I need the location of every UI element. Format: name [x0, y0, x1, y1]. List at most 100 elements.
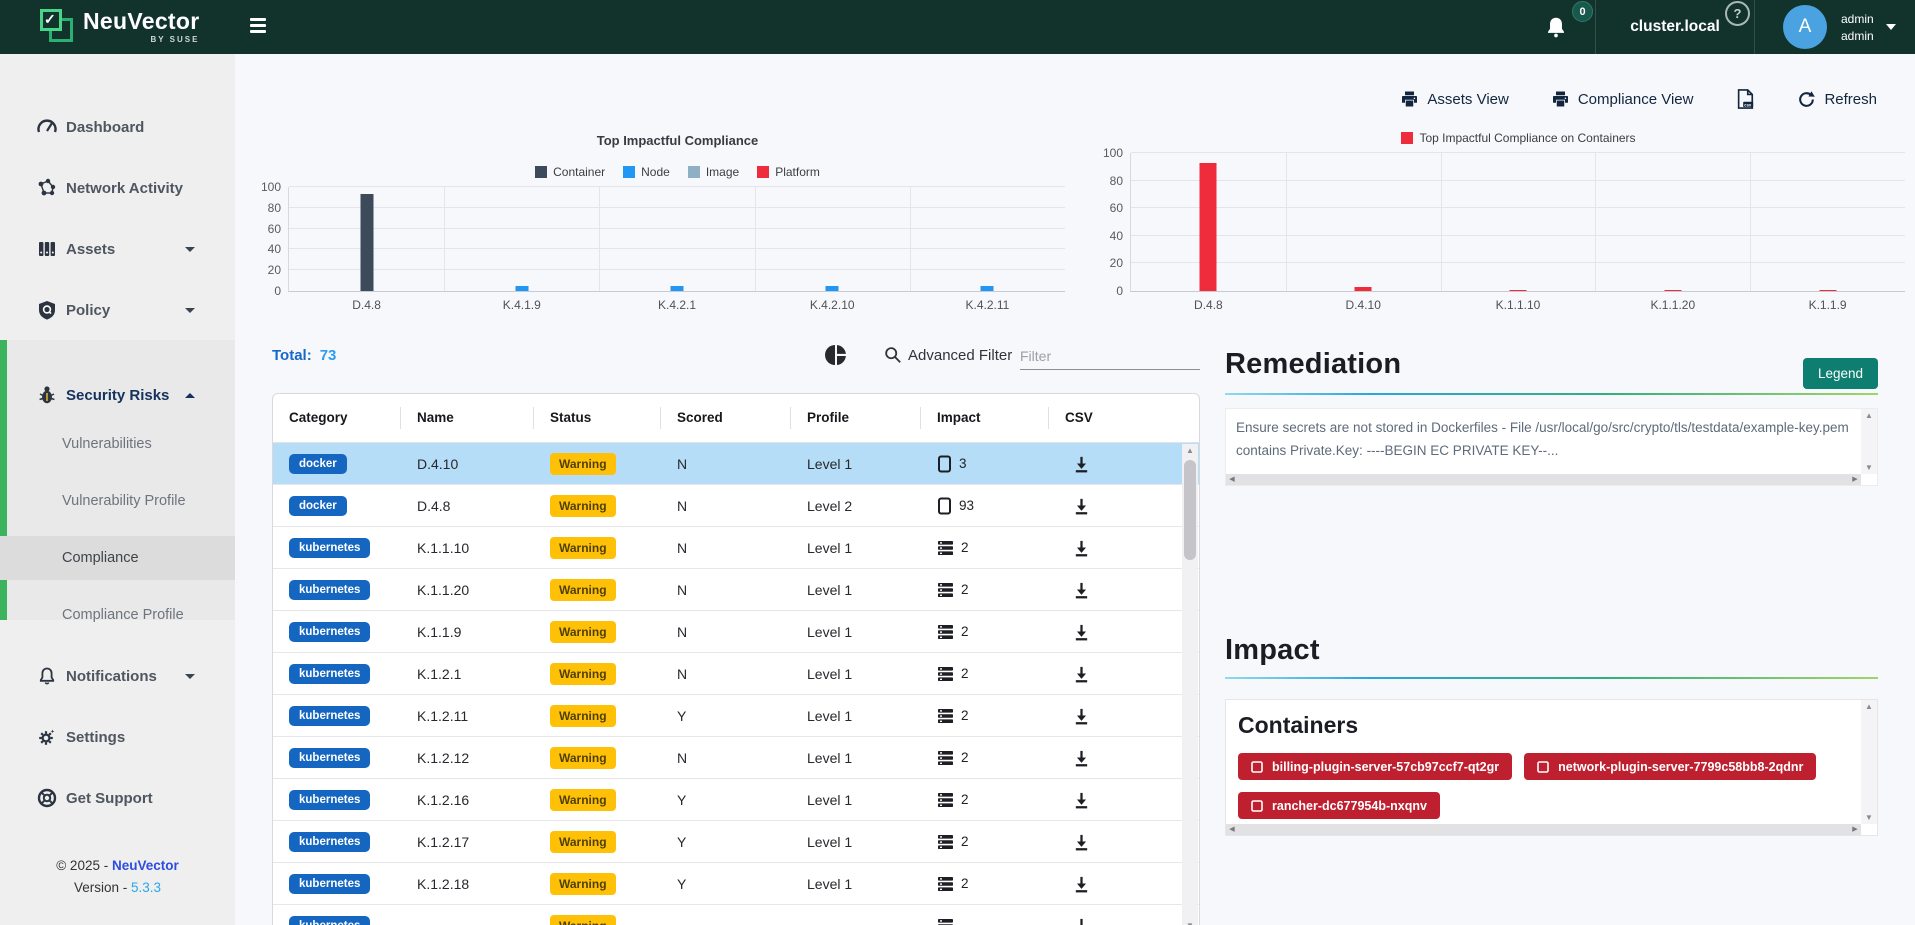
y-axis-tick-label: 100: [260, 180, 281, 194]
compliance-view-button[interactable]: Compliance View: [1551, 90, 1694, 108]
column-header-category[interactable]: Category: [273, 407, 401, 429]
assets-view-button[interactable]: Assets View: [1400, 90, 1509, 108]
sidebar-item-vulnerability-profile[interactable]: Vulnerability Profile: [0, 479, 235, 523]
scroll-left-arrow[interactable]: ◀: [1229, 826, 1235, 833]
download-csv-button[interactable]: [1073, 833, 1090, 851]
table-row[interactable]: kubernetes K.1.2.17 Warning Y Level 1 2: [273, 821, 1199, 863]
profile-cell: Level 1: [807, 749, 853, 766]
pie-chart-toggle-button[interactable]: [824, 343, 848, 372]
table-row[interactable]: kubernetes K.1.2.16 Warning Y Level 1 2: [273, 779, 1199, 821]
sidebar-item-settings[interactable]: Settings: [0, 713, 235, 761]
status-badge: Warning: [550, 578, 616, 601]
printer-icon: [1552, 91, 1568, 107]
sidebar-item-vulnerabilities[interactable]: Vulnerabilities: [0, 422, 235, 466]
scroll-down-arrow[interactable]: ▼: [1865, 463, 1873, 472]
legend-swatch: [535, 166, 548, 178]
scored-cell: N: [677, 497, 688, 514]
table-scrollbar[interactable]: ▲ ▼: [1182, 444, 1198, 925]
table-row[interactable]: docker D.4.10 Warning N Level 1 3: [273, 443, 1199, 485]
chart-gridline: [1131, 207, 1905, 209]
refresh-button[interactable]: Refresh: [1797, 90, 1877, 109]
notifications-bell[interactable]: 0: [1535, 0, 1595, 54]
hamburger-menu-icon[interactable]: [250, 18, 270, 35]
scroll-up-arrow[interactable]: ▲: [1865, 702, 1873, 711]
nodes-icon: [938, 792, 953, 807]
sidebar-item-label: Policy: [66, 301, 111, 319]
table-controls: Total: 73 Advanced Filter: [272, 340, 1200, 376]
scroll-up-arrow[interactable]: ▲: [1186, 446, 1194, 455]
containers-hscrollbar[interactable]: ◀ ▶: [1226, 824, 1861, 835]
scrollbar-thumb[interactable]: [1184, 460, 1196, 560]
neuvector-logo[interactable]: ✓ NeuVector BY SUSE: [40, 9, 199, 44]
scroll-right-arrow[interactable]: ▶: [1852, 826, 1858, 833]
version-link[interactable]: 5.3.3: [131, 880, 162, 895]
scroll-down-arrow[interactable]: ▼: [1182, 919, 1198, 925]
scroll-down-arrow[interactable]: ▼: [1865, 813, 1873, 822]
sidebar-item-get-support[interactable]: Get Support: [0, 774, 235, 822]
table-row[interactable]: kubernetes K.1.2.11 Warning Y Level 1 2: [273, 695, 1199, 737]
impacted-container-badge[interactable]: network-plugin-server-7799c58bb8-2qdnr: [1524, 753, 1817, 780]
compliance-view-label: Compliance View: [1577, 90, 1694, 108]
legend-button[interactable]: Legend: [1802, 358, 1878, 389]
csv-cell: [1049, 497, 1183, 515]
column-header-impact[interactable]: Impact: [921, 407, 1049, 429]
download-csv-button[interactable]: [1073, 875, 1090, 893]
user-menu[interactable]: A admin admin: [1755, 0, 1915, 54]
sidebar-item-notifications[interactable]: Notifications: [0, 652, 235, 700]
column-header-name[interactable]: Name: [401, 407, 534, 429]
category-badge: kubernetes: [289, 831, 371, 852]
column-header-profile[interactable]: Profile: [791, 407, 921, 429]
name-cell: K.1.1.10: [417, 539, 470, 556]
filter-input[interactable]: [1020, 342, 1200, 370]
export-csv-button[interactable]: csv: [1735, 88, 1755, 110]
sidebar-item-dashboard[interactable]: Dashboard: [0, 103, 235, 151]
download-csv-button[interactable]: [1073, 917, 1090, 925]
y-axis-tick-label: 40: [267, 242, 281, 257]
table-row[interactable]: docker D.4.8 Warning N Level 2 93: [273, 485, 1199, 527]
table-row[interactable]: kubernetes K.1.1.10 Warning N Level 1 2: [273, 527, 1199, 569]
sidebar-item-compliance[interactable]: Compliance: [0, 536, 235, 580]
download-csv-button[interactable]: [1073, 497, 1090, 515]
scroll-up-arrow[interactable]: ▲: [1865, 411, 1873, 420]
category-badge: kubernetes: [289, 705, 371, 726]
sidebar-item-compliance-profile[interactable]: Compliance Profile: [0, 593, 235, 637]
legend-item: Node: [623, 165, 670, 179]
refresh-icon: [1799, 90, 1816, 107]
scored-cell: Y: [677, 875, 687, 892]
sidebar-item-assets[interactable]: Assets: [0, 225, 235, 273]
download-csv-button[interactable]: [1073, 623, 1090, 641]
sidebar-item-label: Dashboard: [66, 118, 145, 136]
column-header-scored[interactable]: Scored: [661, 407, 791, 429]
chart-title: Top Impactful Compliance: [596, 133, 759, 148]
impacted-container-badge[interactable]: billing-plugin-server-57cb97ccf7-qt2gr: [1238, 753, 1513, 780]
download-csv-button[interactable]: [1073, 581, 1090, 599]
download-csv-button[interactable]: [1073, 665, 1090, 683]
table-row[interactable]: kubernetes K.1.2.1 Warning N Level 1 2: [273, 653, 1199, 695]
containers-vscrollbar[interactable]: ▲ ▼: [1861, 700, 1877, 824]
table-row[interactable]: kubernetes K.1.2.18 Warning Y Level 1 2: [273, 863, 1199, 905]
remediation-vscrollbar[interactable]: ▲ ▼: [1861, 409, 1877, 474]
neuvector-link[interactable]: NeuVector: [111, 858, 179, 873]
download-csv-button[interactable]: [1073, 707, 1090, 725]
impacted-container-badge[interactable]: rancher-dc677954b-nxqnv: [1238, 792, 1440, 819]
scroll-left-arrow[interactable]: ◀: [1229, 476, 1235, 483]
advanced-filter-button[interactable]: Advanced Filter: [884, 346, 1012, 364]
scroll-right-arrow[interactable]: ▶: [1852, 476, 1858, 483]
sidebar-item-security-risks[interactable]: Security Risks: [0, 371, 235, 419]
sidebar-item-network-activity[interactable]: Network Activity: [0, 164, 235, 212]
download-csv-button[interactable]: [1073, 749, 1090, 767]
table-row[interactable]: kubernetes K.1.1.20 Warning N Level 1 2: [273, 569, 1199, 611]
csv-cell: [1049, 917, 1183, 925]
table-row[interactable]: kubernetes K.1.1.9 Warning N Level 1 2: [273, 611, 1199, 653]
sidebar-item-policy[interactable]: Policy: [0, 286, 235, 334]
download-csv-button[interactable]: [1073, 539, 1090, 557]
table-row[interactable]: kubernetes K.1.2.12 Warning N Level 1 2: [273, 737, 1199, 779]
nodes-icon: [938, 750, 953, 765]
column-header-status[interactable]: Status: [534, 407, 661, 429]
download-csv-button[interactable]: [1073, 455, 1090, 473]
table-row[interactable]: kubernetes Warning: [273, 905, 1199, 925]
remediation-hscrollbar[interactable]: ◀ ▶: [1226, 474, 1861, 485]
download-csv-button[interactable]: [1073, 791, 1090, 809]
column-header-csv[interactable]: CSV: [1065, 410, 1093, 425]
help-icon[interactable]: ?: [1725, 1, 1750, 26]
